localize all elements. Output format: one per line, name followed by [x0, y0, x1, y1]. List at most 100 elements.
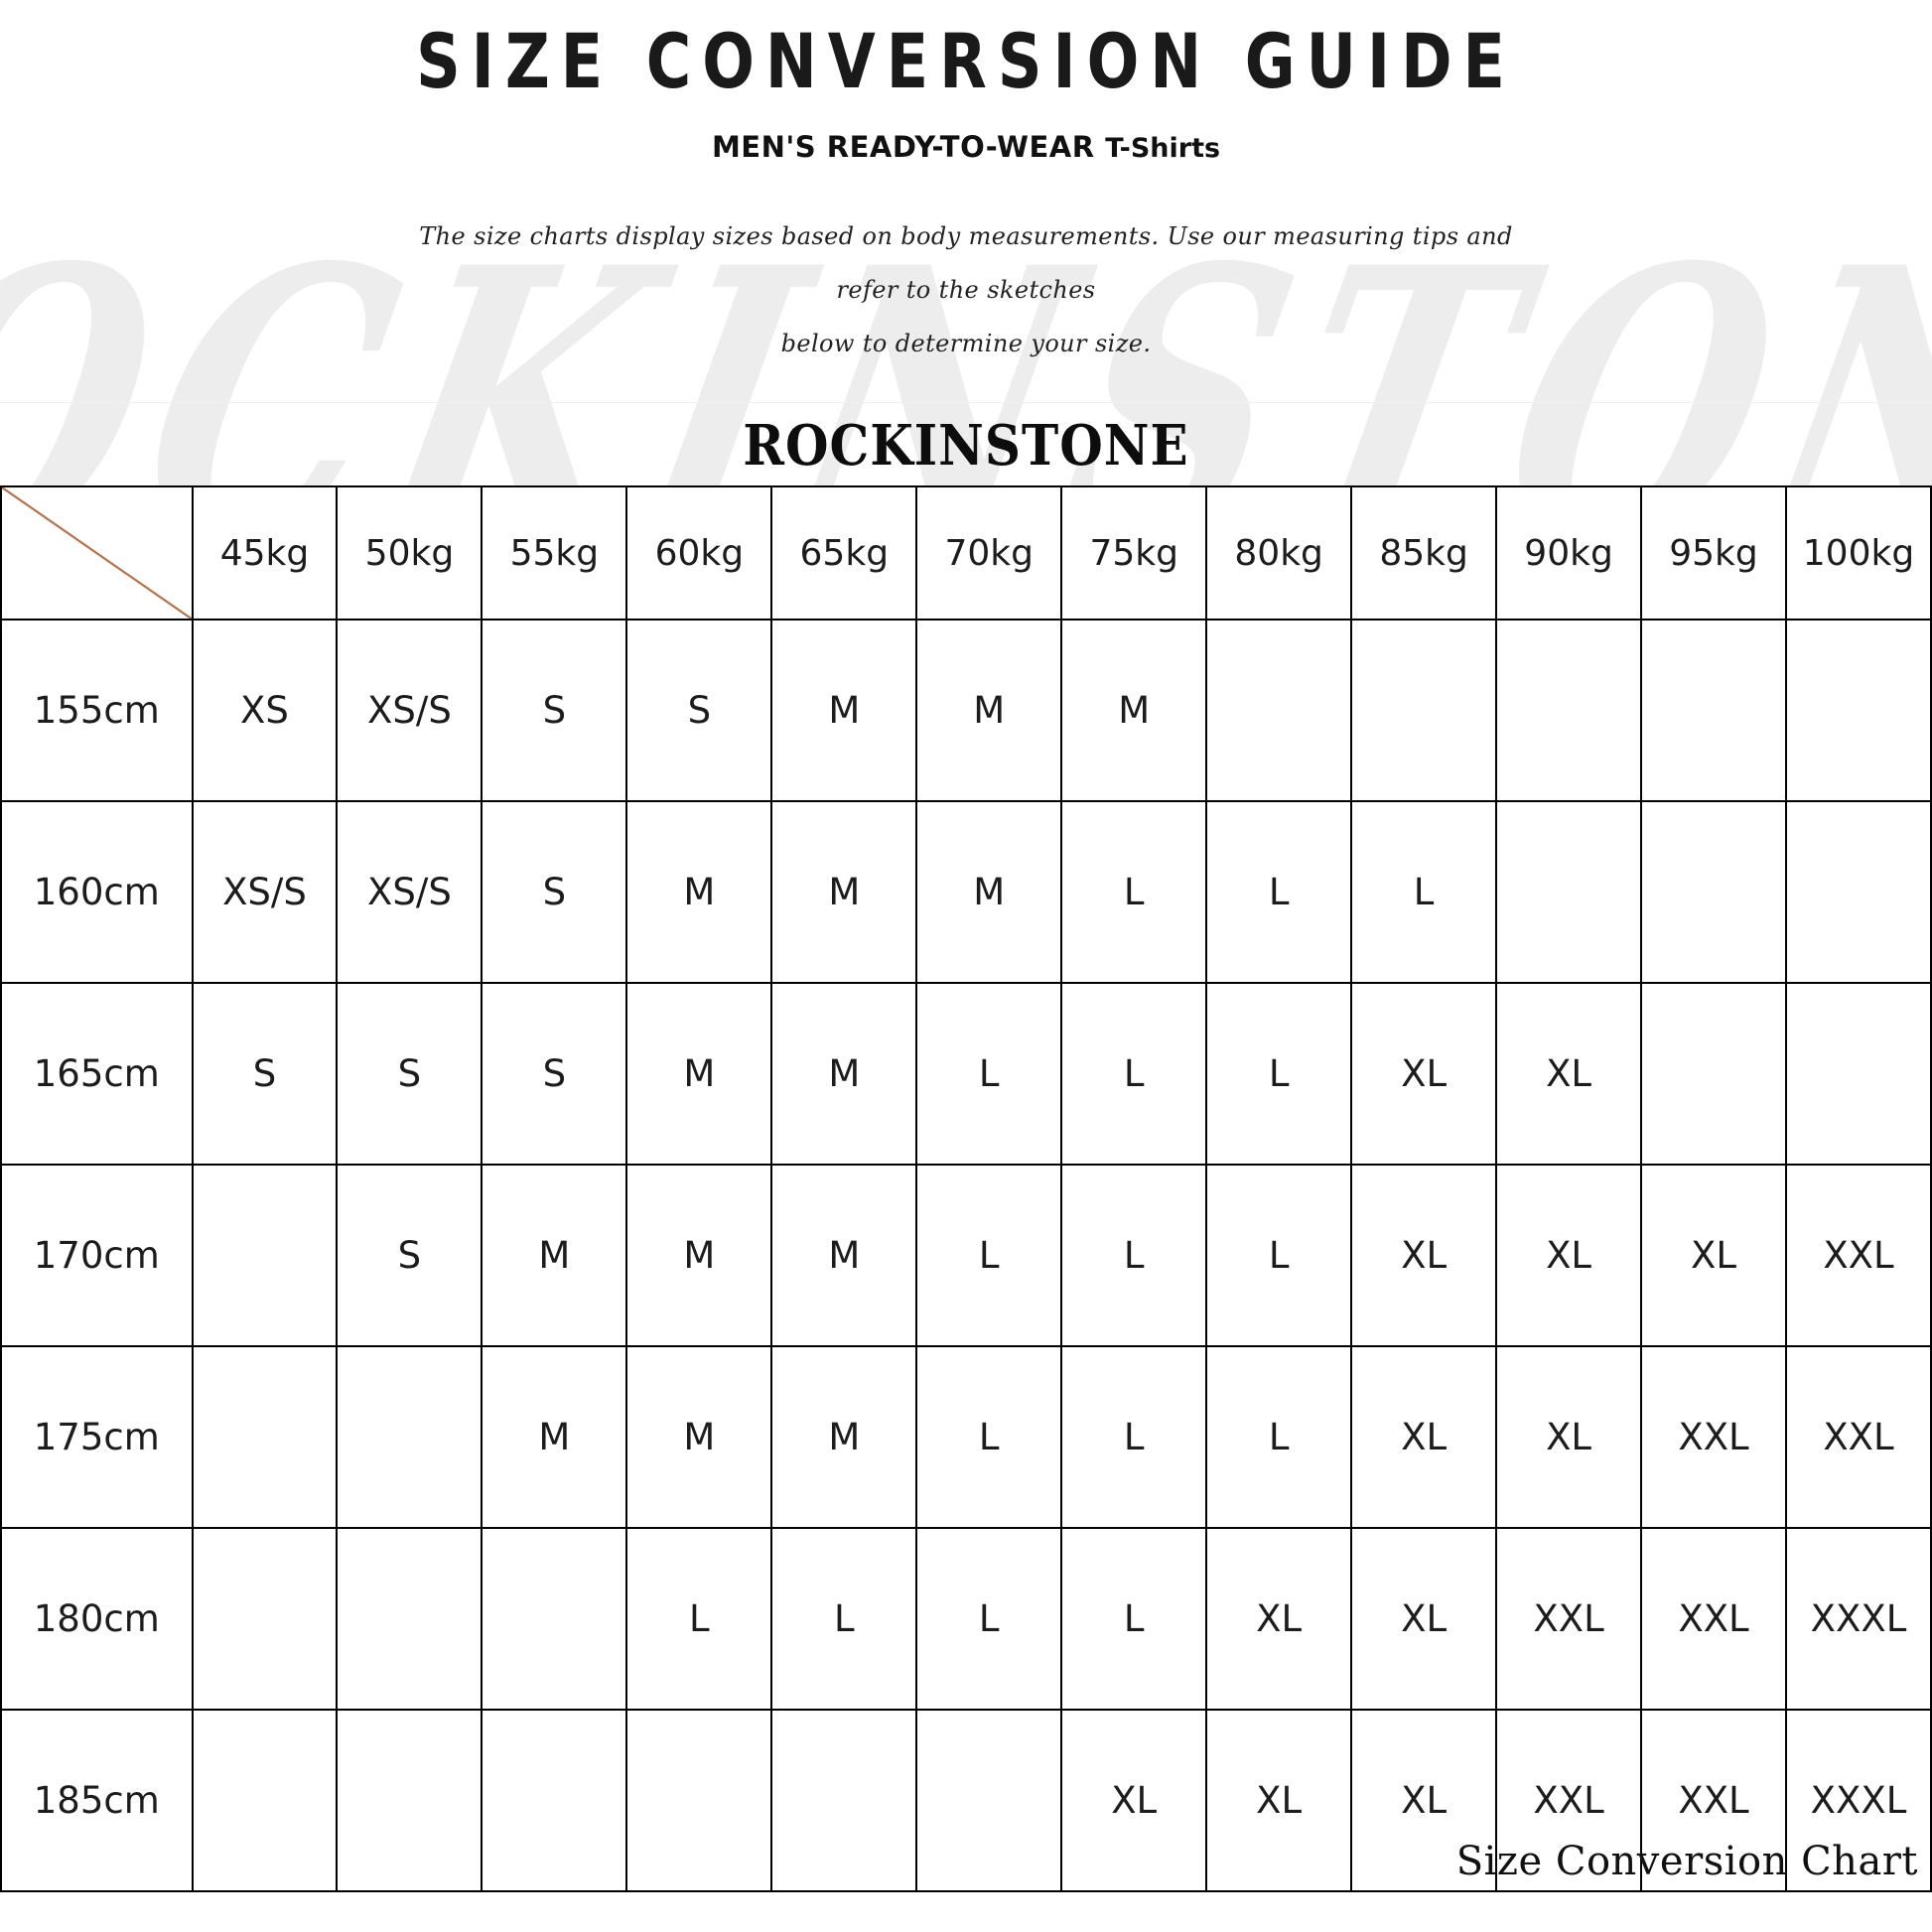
- size-cell: L: [1205, 800, 1353, 984]
- size-cell: S: [191, 982, 339, 1166]
- size-cell: L: [1205, 1345, 1353, 1529]
- size-cell: L: [1205, 1164, 1353, 1347]
- column-header-weight: 45kg: [191, 485, 339, 621]
- size-conversion-table: 45kg 50kg 55kg 60kg 65kg 70kg 75kg 80kg 85kg 90kg…: [0, 485, 1932, 1892]
- size-cell: M: [1060, 619, 1208, 802]
- size-cell: M: [481, 1164, 628, 1347]
- size-cell: M: [915, 800, 1063, 984]
- size-cell: M: [915, 619, 1063, 802]
- row-header-height: 170cm: [0, 1164, 194, 1347]
- empty-cell: [191, 1709, 339, 1892]
- size-cell: M: [770, 1164, 918, 1347]
- empty-cell: [336, 1709, 483, 1892]
- empty-cell: [1784, 800, 1932, 984]
- empty-cell: [481, 1709, 628, 1892]
- size-cell: M: [770, 1345, 918, 1529]
- size-cell: S: [336, 1164, 483, 1347]
- row-header-height: 165cm: [0, 982, 194, 1166]
- size-cell: XXL: [1495, 1527, 1643, 1711]
- column-header-weight: 60kg: [625, 485, 773, 621]
- brand-name: ROCKINSTONE: [743, 412, 1189, 479]
- size-cell: S: [336, 982, 483, 1166]
- size-cell: XXL: [1784, 1164, 1932, 1347]
- empty-cell: [1640, 982, 1787, 1166]
- row-header-height: 185cm: [0, 1709, 194, 1892]
- size-cell: XL: [1495, 1164, 1643, 1347]
- category-name: T-Shirts: [1105, 133, 1221, 164]
- size-cell: XL: [1060, 1709, 1208, 1892]
- empty-cell: [915, 1709, 1063, 1892]
- chart-caption: Size Conversion Chart: [1455, 1839, 1918, 1884]
- size-cell: L: [1350, 800, 1498, 984]
- size-cell: XXL: [1784, 1345, 1932, 1529]
- column-header-weight: 100kg: [1784, 485, 1932, 621]
- size-cell: S: [481, 800, 628, 984]
- size-cell: M: [625, 982, 773, 1166]
- empty-cell: [1640, 800, 1787, 984]
- size-cell: L: [915, 982, 1063, 1166]
- description-text: The size charts display sizes based on b…: [410, 209, 1522, 370]
- table-row: 165cm S S S M M L L L XL XL: [0, 982, 1932, 1166]
- corner-diagonal-cell: [0, 485, 194, 621]
- size-table-container: 45kg 50kg 55kg 60kg 65kg 70kg 75kg 80kg 85kg 90kg…: [0, 485, 1932, 1892]
- table-header-row: 45kg 50kg 55kg 60kg 65kg 70kg 75kg 80kg 85kg 90kg…: [0, 485, 1932, 621]
- empty-cell: [1495, 619, 1643, 802]
- size-cell: L: [915, 1345, 1063, 1529]
- table-row: 155cm XS XS/S S S M M M: [0, 619, 1932, 802]
- size-cell: XL: [1350, 982, 1498, 1166]
- empty-cell: [191, 1345, 339, 1529]
- size-cell: XL: [1495, 982, 1643, 1166]
- table-row: 170cm S M M M L L L XL XL XL XXL: [0, 1164, 1932, 1347]
- size-cell: XXXL: [1784, 1527, 1932, 1711]
- size-cell: L: [770, 1527, 918, 1711]
- empty-cell: [191, 1164, 339, 1347]
- table-row: 180cm L L L L XL XL XXL XXL XXXL: [0, 1527, 1932, 1711]
- size-cell: XL: [1495, 1345, 1643, 1529]
- empty-cell: [191, 1527, 339, 1711]
- description-line-2: below to determine your size.: [780, 330, 1152, 357]
- row-header-height: 160cm: [0, 800, 194, 984]
- description-line-1: The size charts display sizes based on b…: [419, 222, 1513, 304]
- row-header-height: 180cm: [0, 1527, 194, 1711]
- column-header-weight: 80kg: [1205, 485, 1353, 621]
- column-header-weight: 65kg: [770, 485, 918, 621]
- table-row: 160cm XS/S XS/S S M M M L L L: [0, 800, 1932, 984]
- size-cell: M: [481, 1345, 628, 1529]
- size-cell: L: [915, 1527, 1063, 1711]
- size-cell: M: [625, 1345, 773, 1529]
- document-header: SIZE CONVERSION GUIDE MEN'S READY-TO-WEA…: [0, 0, 1932, 479]
- empty-cell: [1784, 619, 1932, 802]
- column-header-weight: 70kg: [915, 485, 1063, 621]
- size-cell: M: [625, 800, 773, 984]
- size-cell: M: [770, 800, 918, 984]
- size-cell: XL: [1350, 1164, 1498, 1347]
- empty-cell: [336, 1345, 483, 1529]
- size-cell: XXXL: [1784, 1709, 1932, 1892]
- row-header-height: 155cm: [0, 619, 194, 802]
- column-header-weight: 85kg: [1350, 485, 1498, 621]
- size-cell: XL: [1640, 1164, 1787, 1347]
- row-header-height: 175cm: [0, 1345, 194, 1529]
- size-cell: L: [915, 1164, 1063, 1347]
- empty-cell: [1640, 619, 1787, 802]
- empty-cell: [1784, 982, 1932, 1166]
- size-cell: L: [1060, 1527, 1208, 1711]
- table-row: 175cm M M M L L L XL XL XXL XXL: [0, 1345, 1932, 1529]
- size-cell: XXL: [1640, 1527, 1787, 1711]
- empty-cell: [1205, 619, 1353, 802]
- column-header-weight: 75kg: [1060, 485, 1208, 621]
- category-line: MEN'S READY-TO-WEAR T-Shirts: [0, 130, 1932, 164]
- size-cell: L: [1060, 800, 1208, 984]
- size-cell: L: [625, 1527, 773, 1711]
- size-cell: XL: [1205, 1527, 1353, 1711]
- table-row: 185cm XL XL XL XXL XXL XXXL: [0, 1709, 1932, 1892]
- category-prefix: MEN'S READY-TO-WEAR: [711, 130, 1095, 164]
- size-cell: L: [1060, 1345, 1208, 1529]
- size-cell: L: [1060, 1164, 1208, 1347]
- size-cell: XXL: [1495, 1709, 1643, 1892]
- size-cell: XS: [191, 619, 339, 802]
- faint-divider-line: [0, 402, 1932, 403]
- size-cell: L: [1205, 982, 1353, 1166]
- size-cell: XL: [1350, 1709, 1498, 1892]
